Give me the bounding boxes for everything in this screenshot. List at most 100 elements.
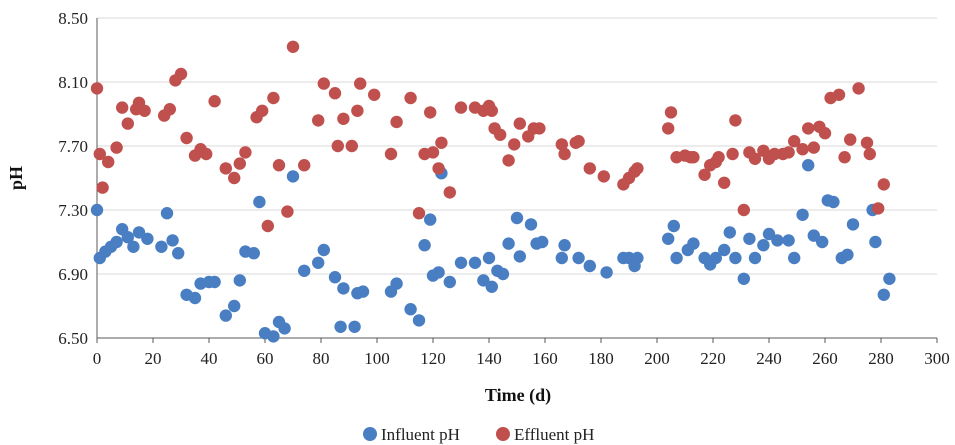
y-axis-title: pH [6,166,26,190]
axes [96,18,938,343]
data-point [110,141,123,154]
data-point [317,243,330,257]
data-point [233,274,246,287]
data-point [404,91,417,105]
data-point [496,267,510,281]
data-point [443,186,456,199]
data-point [354,77,367,90]
data-point [698,168,711,181]
data-point [816,235,829,249]
y-tick-label: 6.90 [58,265,88,284]
data-point [328,87,342,100]
data-point [356,285,370,298]
data-point [348,320,361,333]
x-tick-labels: 0 20 40 60 80 100 120 140 160 180 200 220 240 260 280 3… [93,349,950,368]
data-point [121,117,134,130]
data-point [729,114,742,127]
x-tick-label: 280 [868,349,894,368]
x-tick-label: 260 [812,349,838,368]
data-point [312,114,325,127]
data-point [743,232,756,245]
data-point [726,147,739,161]
data-point [510,211,524,225]
data-point [155,240,168,253]
data-point [443,275,456,289]
data-point [718,243,731,257]
data-point [485,280,498,293]
data-point [281,205,294,218]
x-tick-label: 160 [532,349,558,368]
data-point [127,240,140,253]
data-point [253,195,266,209]
data-point [513,250,526,263]
data-point [788,251,801,265]
data-point [687,237,700,250]
series-effluent-ph [90,40,890,233]
data-point [558,147,571,161]
x-axis-title: Time (d) [485,385,551,406]
data-point [432,266,445,279]
data-point [384,147,398,161]
data-point [832,88,846,102]
data-point [454,256,468,269]
data-point [508,138,521,151]
data-point [160,207,174,220]
data-point [827,195,840,209]
data-point [390,115,403,129]
data-point [317,77,330,90]
data-point [872,202,885,215]
data-point [174,67,188,81]
data-point [256,104,269,118]
x-tick-label: 120 [420,349,446,368]
data-point [883,272,896,285]
data-point [426,146,440,159]
y-tick-label: 7.70 [58,137,88,156]
data-point [208,95,221,108]
data-point [96,181,109,194]
data-point [558,239,571,252]
data-point [424,106,437,119]
data-point [524,218,538,231]
data-point [662,232,675,245]
data-point [846,218,860,231]
data-point [312,256,325,269]
data-point [93,147,107,161]
data-point [102,155,115,169]
data-point [533,122,546,135]
data-point [328,271,342,284]
legend-label-effluent: Effluent pH [514,425,594,444]
x-tick-label: 40 [201,349,218,368]
data-point [219,162,232,175]
data-point [737,203,750,217]
data-point [90,203,104,217]
data-point [841,248,854,261]
x-tick-label: 200 [644,349,670,368]
data-point [863,147,876,161]
data-point [166,234,179,247]
data-point [802,122,815,135]
data-point [597,170,610,183]
data-point [844,133,857,146]
data-point [228,299,241,313]
data-point [485,104,498,118]
data-point [796,143,809,156]
data-point [412,314,426,327]
data-point [807,141,820,154]
data-point [709,251,722,265]
data-point [116,101,129,114]
data-point [555,251,568,265]
data-point [121,231,134,244]
data-point [631,162,644,175]
data-point [267,91,280,105]
x-tick-label: 300 [924,349,950,368]
x-tick-label: 240 [756,349,782,368]
data-point [90,82,104,95]
data-point [247,247,260,260]
data-point [583,162,596,175]
data-point [200,147,213,161]
data-point [737,272,750,285]
data-point [796,208,809,221]
x-tick-label: 100 [364,349,390,368]
data-point [298,159,311,172]
